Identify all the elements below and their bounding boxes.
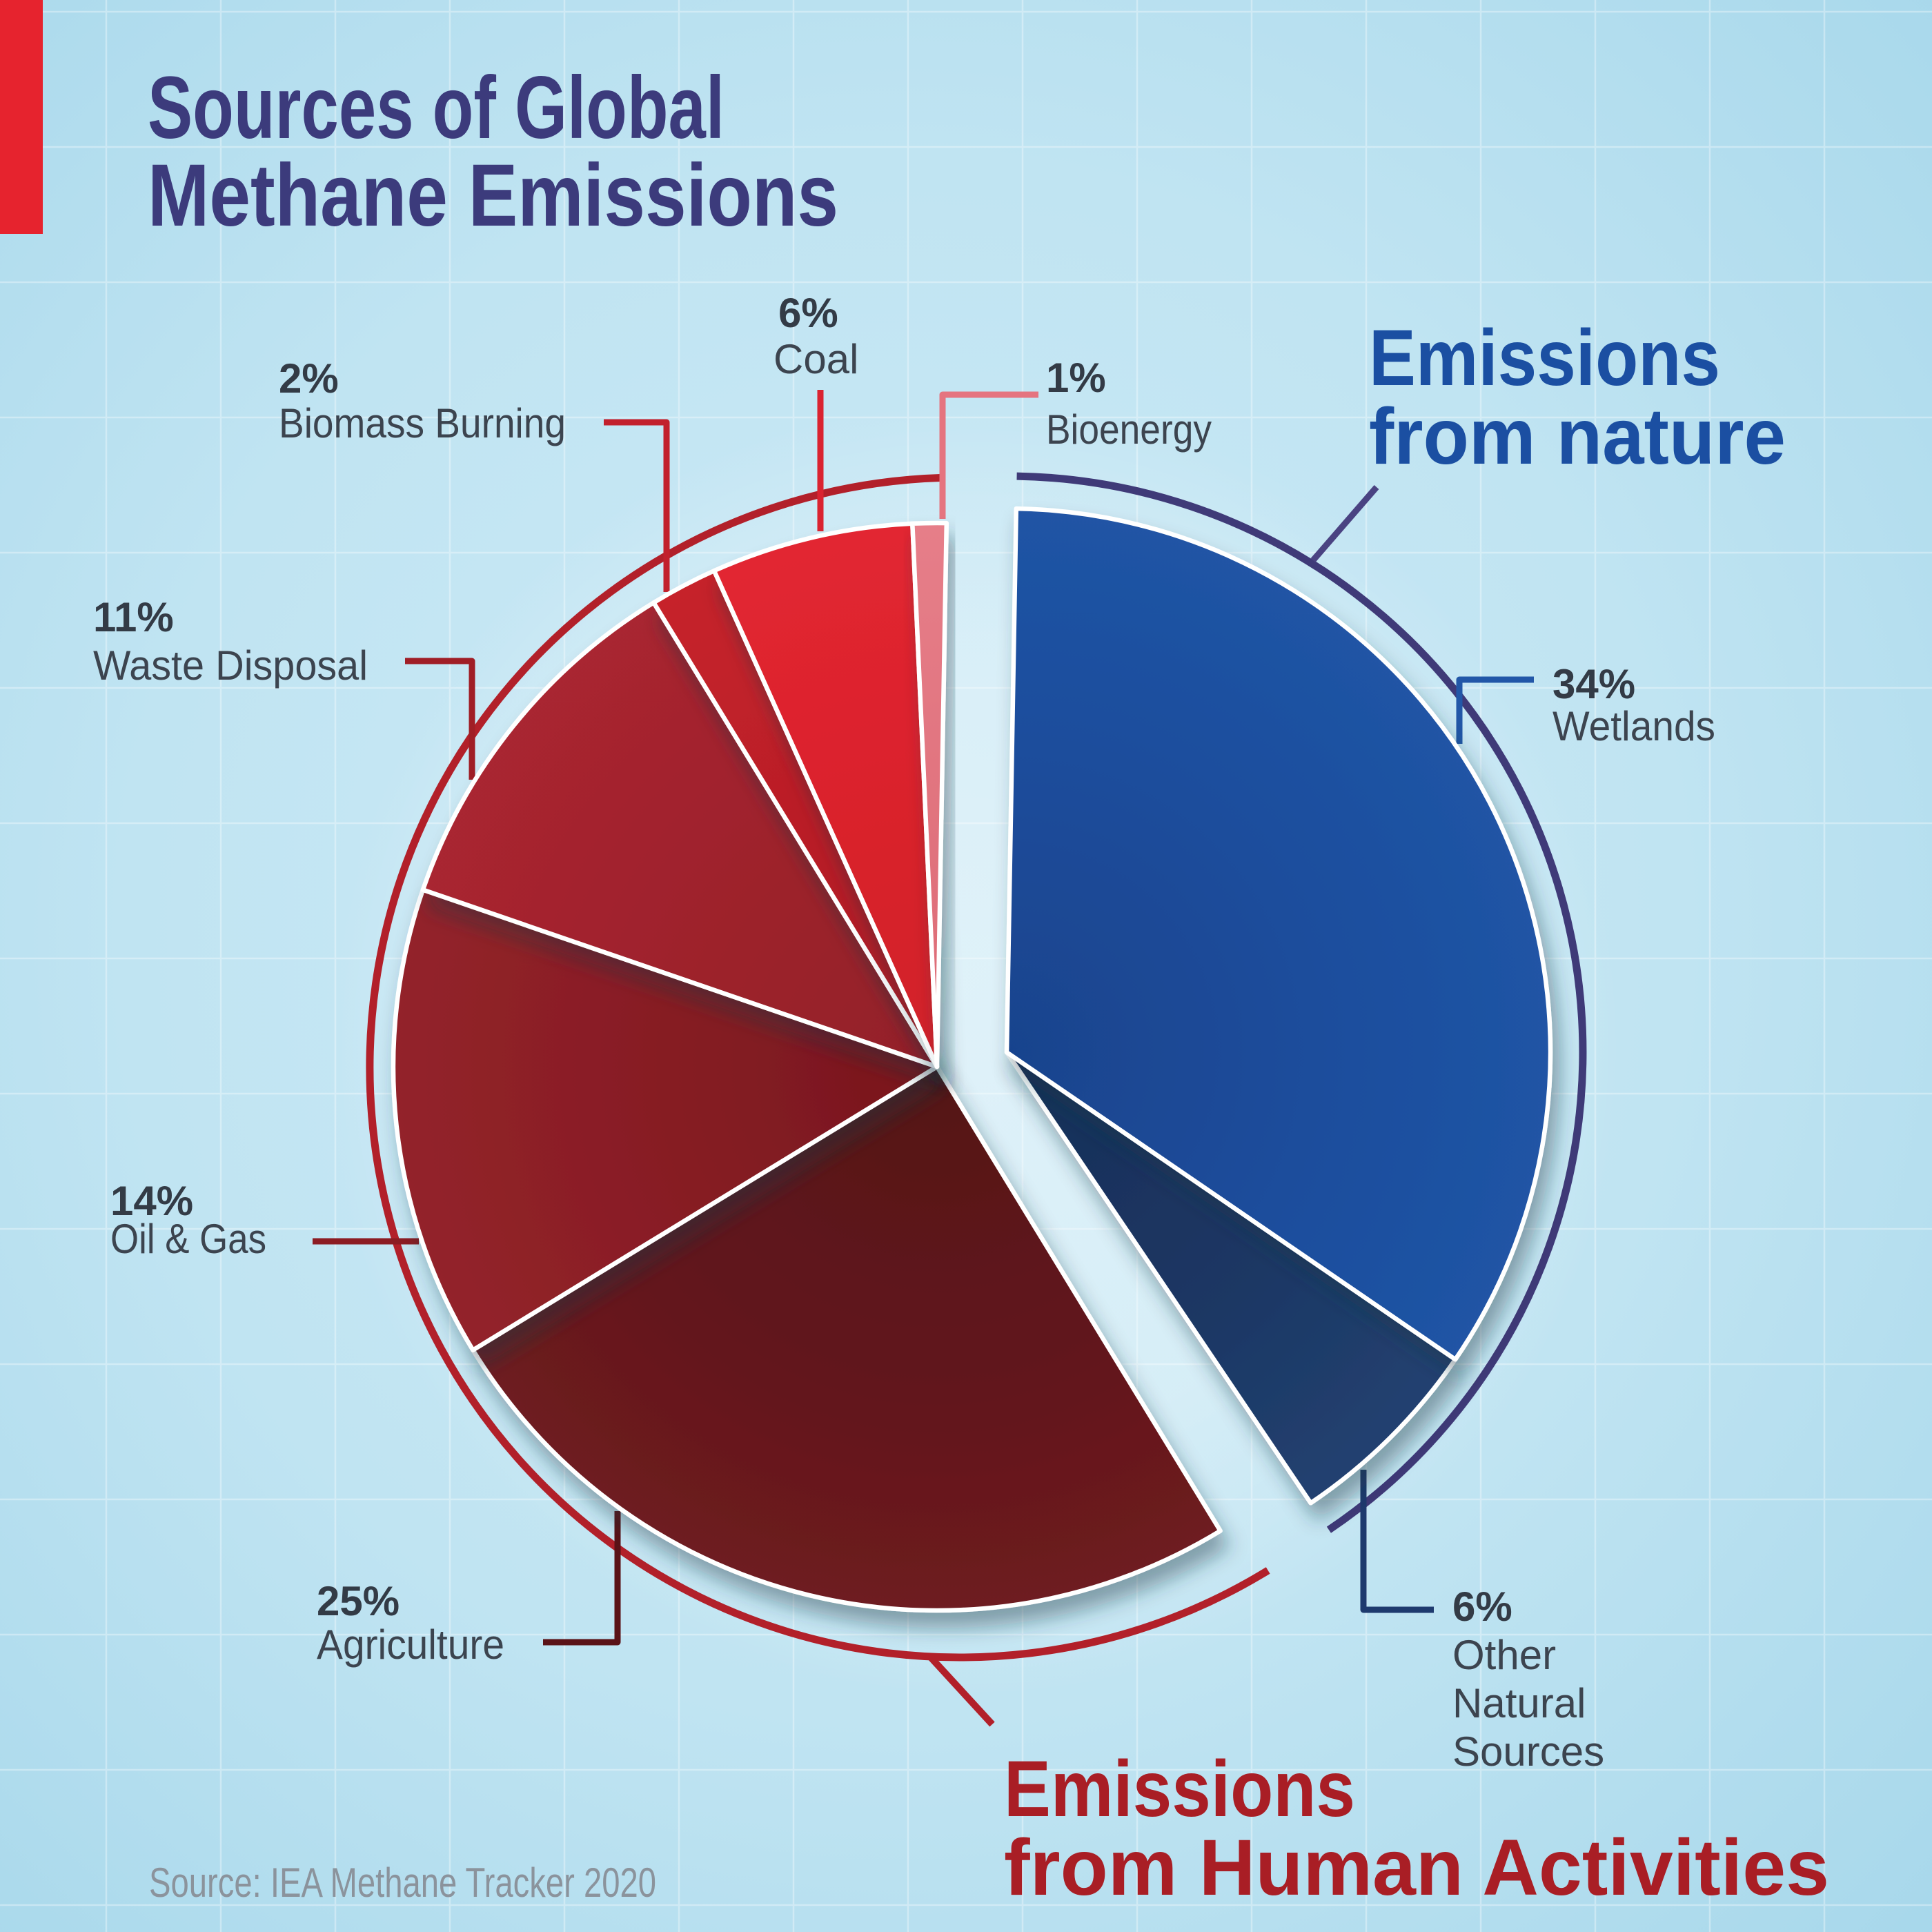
- svg-text:Source: IEA Methane Tracker 20: Source: IEA Methane Tracker 2020: [149, 1860, 656, 1906]
- svg-text:11%: 11%: [93, 594, 174, 640]
- svg-text:6%: 6%: [778, 290, 838, 336]
- svg-text:25%: 25%: [317, 1578, 400, 1624]
- svg-text:Biomass Burning: Biomass Burning: [279, 400, 566, 446]
- svg-text:Emissions: Emissions: [1004, 1745, 1355, 1833]
- svg-text:Sources of Global: Sources of Global: [148, 59, 724, 157]
- svg-text:Methane Emissions: Methane Emissions: [148, 146, 838, 245]
- svg-text:14%: 14%: [110, 1178, 193, 1224]
- svg-text:Emissions: Emissions: [1369, 314, 1720, 402]
- svg-text:Wetlands: Wetlands: [1552, 703, 1715, 749]
- svg-text:from nature: from nature: [1369, 393, 1786, 481]
- svg-text:Waste Disposal: Waste Disposal: [93, 642, 368, 689]
- svg-text:Agriculture: Agriculture: [317, 1621, 504, 1668]
- svg-text:1%: 1%: [1046, 355, 1106, 401]
- svg-text:6%: 6%: [1452, 1584, 1512, 1630]
- svg-text:Bioenergy: Bioenergy: [1046, 406, 1212, 453]
- svg-text:Coal: Coal: [773, 336, 858, 382]
- svg-text:Natural: Natural: [1452, 1680, 1586, 1726]
- svg-text:Oil & Gas: Oil & Gas: [110, 1216, 266, 1262]
- svg-text:Sources: Sources: [1452, 1728, 1604, 1775]
- svg-text:2%: 2%: [279, 355, 339, 402]
- svg-text:from Human Activities: from Human Activities: [1004, 1824, 1829, 1912]
- svg-text:34%: 34%: [1552, 661, 1635, 707]
- svg-text:Other: Other: [1452, 1632, 1556, 1678]
